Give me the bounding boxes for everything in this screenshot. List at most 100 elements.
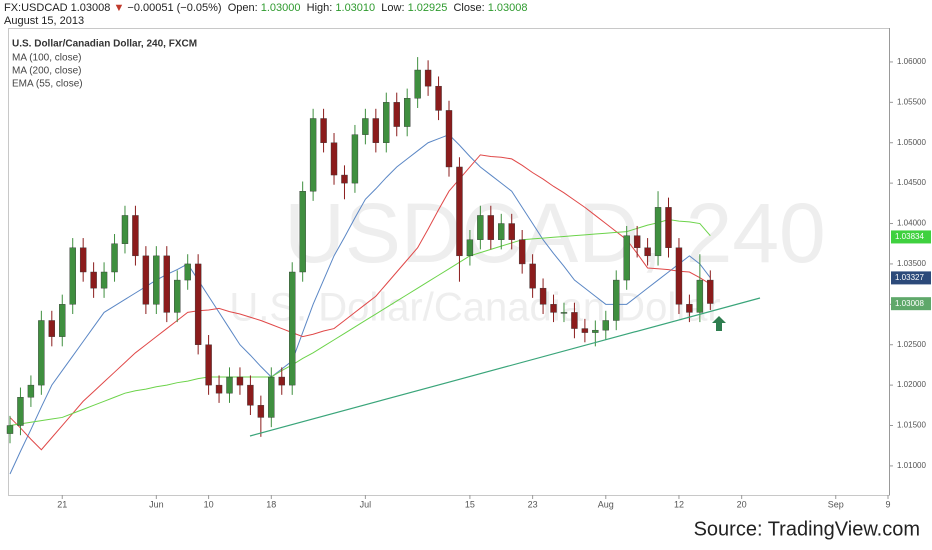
x-tick-label: 15 — [465, 499, 475, 509]
candle-body — [205, 344, 212, 386]
candle-body — [623, 235, 630, 281]
price-marker — [891, 271, 931, 285]
candle-body — [508, 223, 515, 240]
y-tick-label: 1.06000 — [897, 57, 926, 66]
open-label: Open: — [227, 2, 258, 14]
candle-body — [675, 247, 683, 305]
x-tick-label: Jul — [360, 499, 372, 509]
indicator-lines — [9, 134, 711, 475]
candle-body — [487, 215, 495, 240]
indicator-line — [9, 154, 711, 451]
candle-body — [403, 98, 411, 127]
candle-body — [194, 263, 202, 345]
x-tick-label: Aug — [598, 499, 614, 509]
y-tick-label: 1.05000 — [897, 138, 926, 147]
candle-body — [309, 118, 317, 192]
price-marker-label: 1.03008 — [895, 299, 924, 308]
candle-body — [644, 247, 651, 257]
close-label: Close: — [453, 2, 485, 14]
candle-body — [257, 405, 265, 418]
candle-body — [518, 239, 526, 265]
candle-body — [184, 263, 191, 281]
candle-body — [445, 110, 453, 168]
legend: U.S. Dollar/Canadian Dollar, 240, FXCM M… — [12, 39, 197, 90]
candle-body — [665, 207, 672, 248]
candle-body — [477, 215, 484, 240]
candle-body — [6, 425, 14, 434]
candle-body — [393, 102, 400, 127]
x-tick-label: Jun — [149, 499, 164, 509]
candle-body — [153, 255, 160, 305]
candle-body — [59, 304, 66, 337]
candle-body — [498, 223, 505, 240]
x-tick-label: Sep — [828, 499, 844, 509]
x-tick-label: 21 — [57, 499, 67, 509]
change: −0.00051 (−0.05%) — [127, 2, 222, 14]
y-tick-label: 1.03500 — [897, 259, 926, 268]
candle-body — [456, 166, 463, 257]
x-tick-label: 9 — [885, 499, 890, 509]
candle-body — [602, 320, 609, 331]
candle-body — [69, 247, 76, 305]
y-tick-label: 1.05500 — [897, 97, 926, 106]
symbol: FX:USDCAD — [4, 2, 68, 14]
price-marker — [891, 297, 931, 311]
candle-body — [414, 69, 421, 99]
low: 1.02925 — [407, 2, 448, 14]
axes: 1.010001.015001.020001.025001.030001.035… — [57, 57, 931, 509]
x-tick-label: 20 — [737, 499, 747, 509]
y-tick-label: 1.01500 — [897, 421, 926, 430]
candle-body — [320, 118, 327, 143]
y-tick-label: 1.04000 — [897, 219, 926, 228]
source: Source: TradingView.com — [694, 518, 920, 540]
candle-body — [560, 312, 568, 314]
y-tick-label: 1.01000 — [897, 461, 926, 470]
high-label: High: — [306, 2, 333, 14]
x-tick-label: 18 — [266, 499, 276, 509]
candle-body — [38, 320, 45, 386]
candle-body — [341, 174, 348, 184]
candle-body — [654, 207, 662, 257]
candle-body — [17, 397, 24, 426]
open: 1.03000 — [260, 2, 301, 14]
candle-body — [539, 287, 547, 305]
y-tick-label: 1.02500 — [897, 340, 926, 349]
candle-body — [226, 376, 233, 394]
legend-entry: MA (200, close) — [12, 66, 81, 77]
candle-body — [215, 384, 223, 394]
candle-body — [351, 134, 359, 184]
x-tick-label: 23 — [528, 499, 538, 509]
header: FX:USDCAD 1.03008 ▼ −0.00051 (−0.05%) Op… — [4, 2, 528, 28]
candle-body — [247, 384, 254, 406]
low-label: Low: — [381, 2, 405, 14]
candle-body — [550, 304, 557, 313]
watermark-subtitle: U.S. Dollar/Canadian Dollar — [229, 286, 720, 330]
chart-title: U.S. Dollar/Canadian Dollar, 240, FXCM — [12, 39, 197, 50]
candle-body — [592, 329, 599, 333]
candle-body — [613, 279, 620, 321]
candle-body — [696, 279, 704, 313]
candle-body — [435, 85, 442, 111]
candle-body — [236, 376, 244, 386]
x-tick-label: 12 — [674, 499, 684, 509]
up-arrow — [712, 316, 726, 331]
candle-body — [466, 239, 474, 257]
candle-body — [383, 102, 390, 143]
indicator-line — [9, 134, 711, 475]
legend-entry: EMA (55, close) — [12, 79, 83, 90]
price-marker-label: 1.03327 — [895, 273, 924, 282]
trend-line — [249, 297, 761, 437]
candle-body — [372, 118, 380, 143]
price-marker — [891, 230, 931, 244]
candle-body — [163, 255, 170, 313]
watermark: USDCAD, 240 — [284, 186, 826, 280]
candle-body — [362, 118, 369, 135]
candle-body — [90, 271, 97, 289]
legend-entry: MA (100, close) — [12, 53, 81, 64]
candle-body — [121, 215, 129, 244]
close: 1.03008 — [487, 2, 528, 14]
candle-body — [686, 304, 693, 313]
candle-body — [142, 255, 150, 305]
